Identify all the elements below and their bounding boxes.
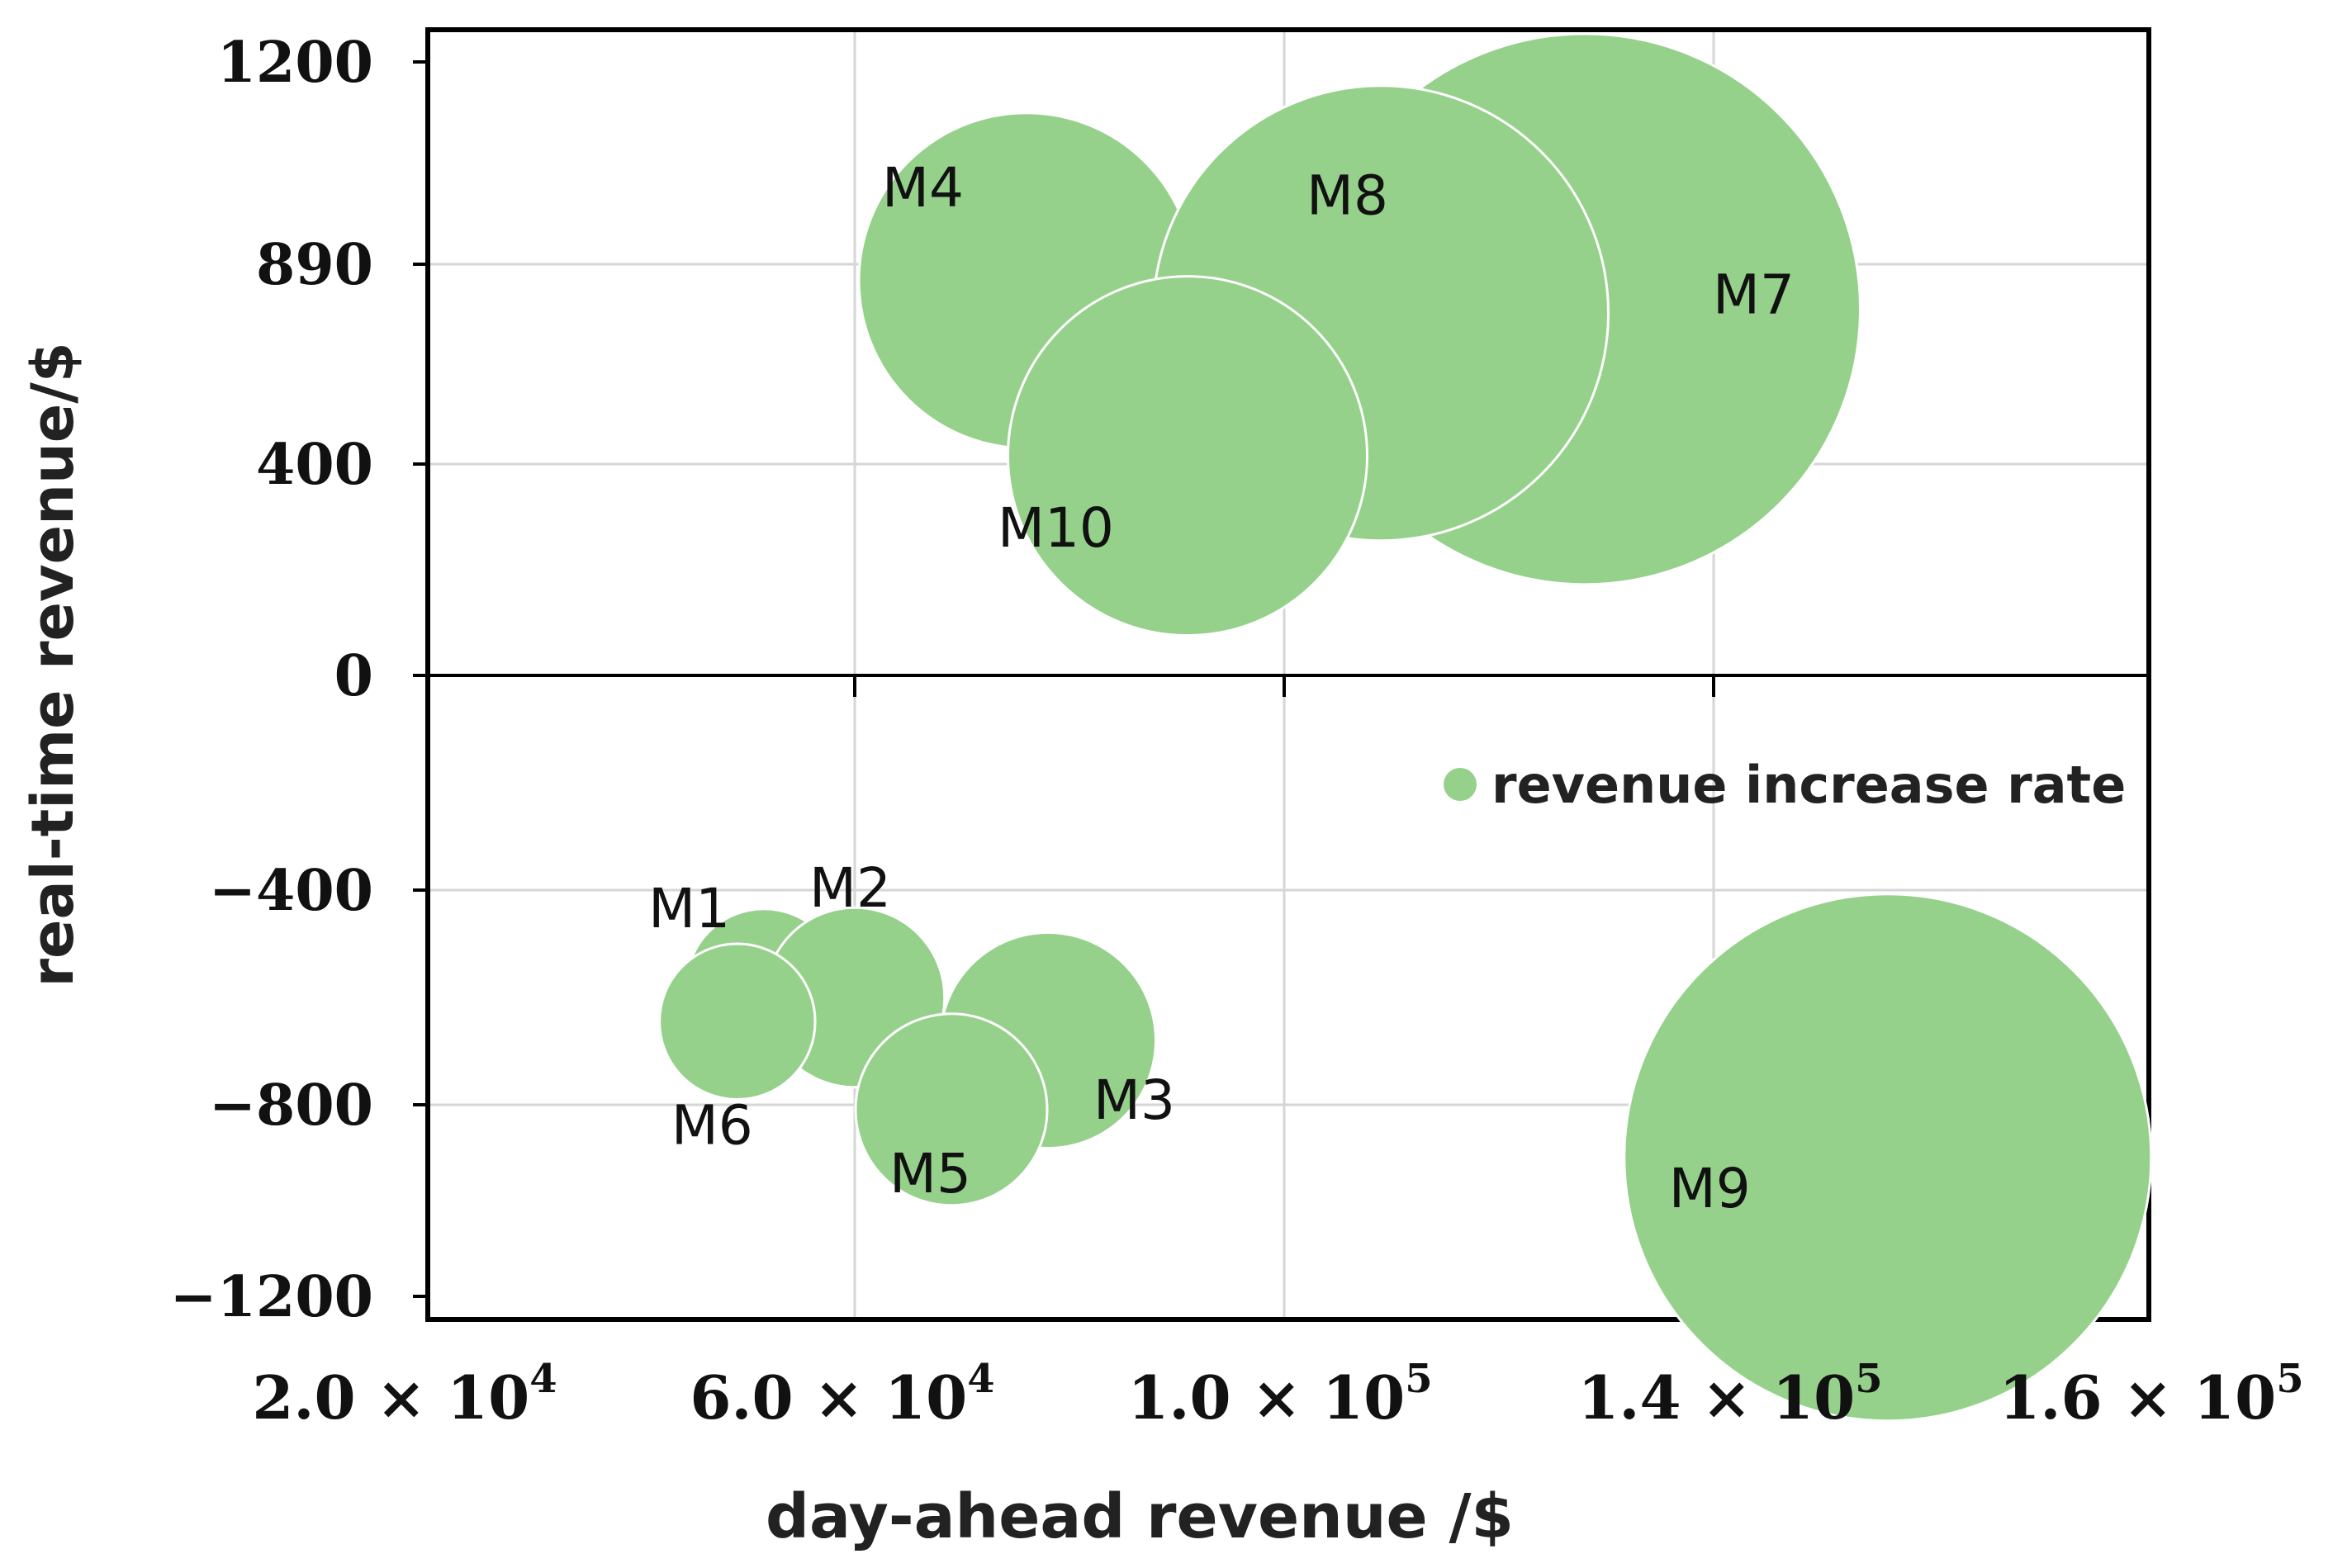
x-tick-label: 1.4 × 105 [1577,1356,1882,1433]
x-tick-label: 2.0 × 104 [252,1356,557,1433]
x-tick-label: 1.0 × 105 [1127,1356,1432,1433]
y-tick-label: −1200 [170,1264,373,1330]
y-tick-label: 890 [256,232,373,298]
bubble-m5 [854,1012,1049,1207]
legend: revenue increase rate [1444,755,2126,815]
y-tick-labels: 1200 890 400 0 −400 −800 −1200 [170,30,373,1330]
bubble-label-m3: M3 [1093,1068,1175,1132]
bubble-label-m10: M10 [998,496,1114,560]
bubble-m10 [1007,275,1368,637]
x-axis-title: day-ahead revenue /$ [766,1481,1514,1552]
plot-frame [425,27,2151,1322]
bubble-label-m2: M2 [809,856,891,920]
y-tick-label: −400 [209,858,373,924]
bubble-label-m6: M6 [671,1093,753,1157]
legend-label: revenue increase rate [1491,755,2126,815]
y-tick-label: 1200 [217,30,373,96]
y-tick-label: 400 [256,432,373,498]
x-tick-label: 6.0 × 104 [690,1356,994,1433]
x-tick-labels: 2.0 × 104 6.0 × 104 1.0 × 105 1.4 × 105 1.6 … [252,1356,2303,1433]
y-tick-label: −800 [209,1073,373,1139]
bubble-label-m5: M5 [889,1142,971,1206]
bubble-label-m8: M8 [1306,163,1388,227]
bubble-m9 [1623,893,2153,1423]
bubble-label-m1: M1 [648,877,730,940]
bubbles [658,32,2153,1423]
y-axis-title: real-time revenue/$ [19,342,87,987]
bubble-label-m7: M7 [1713,263,1795,326]
bubble-m6 [658,942,817,1101]
legend-marker [1444,768,1477,801]
x-tick-label: 1.6 × 105 [1999,1356,2303,1433]
bubble-labels: M1 M2 M3 M4 M5 M6 M7 M8 M9 M10 [648,156,1795,1220]
bubble-label-m4: M4 [882,156,964,220]
bubble-label-m9: M9 [1669,1157,1751,1220]
y-tick-label: 0 [334,643,373,709]
